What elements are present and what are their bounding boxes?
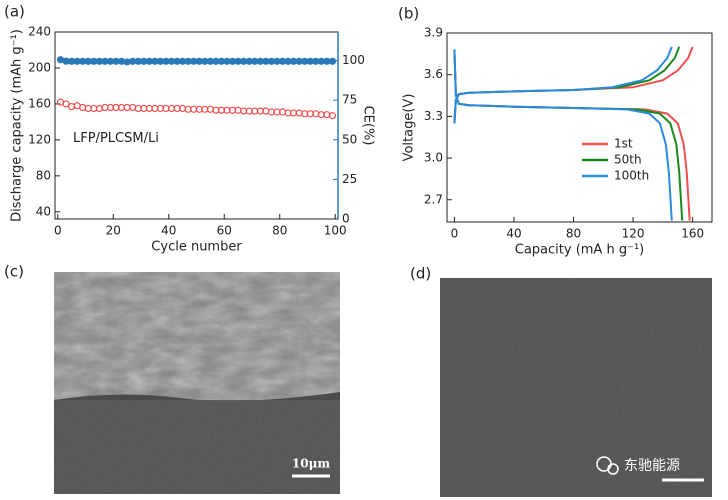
panel-label: (a) [4,3,25,21]
legend-label: 1st [614,137,633,151]
panel-label: (d) [410,265,431,283]
y-tick-label: 160 [28,96,51,110]
y2-tick-label: 75 [342,93,357,107]
data-point [328,112,337,120]
y-tick-label: 120 [28,132,51,146]
watermark: 东驰能源 [624,458,680,474]
x-axis-label: Capacity (mA h g⁻¹) [515,243,644,258]
x-tick-label: 120 [622,227,645,241]
x-tick-label: 80 [566,227,581,241]
surface-tone [54,272,340,400]
y-tick-label: 240 [28,25,51,39]
x-tick-label: 100 [324,224,347,238]
y-tick-label: 3.6 [424,67,443,81]
x-tick-label: 0 [54,224,62,238]
y-tick-label: 3.3 [424,109,443,123]
legend-label: 100th [614,169,649,183]
panel-label: (c) [4,263,24,281]
x-tick-label: 40 [161,224,176,238]
sem-image-d: 东驰能源 [440,278,712,497]
panel-label: (b) [398,5,419,23]
scale-bar-label: 10μm [292,457,330,471]
sem-image-c: 10μm [54,272,340,494]
x-tick-label: 60 [217,224,232,238]
data-point [62,100,70,108]
x-tick-label: 160 [681,227,704,241]
y-axis-label: Discharge capacity (mAh g⁻¹) [10,29,25,222]
y-tick-label: 3.0 [424,151,443,165]
cross-section-texture [54,400,340,494]
y2-tick-label: 100 [342,53,365,67]
x-tick-label: 20 [106,224,121,238]
x-tick-label: 0 [451,227,459,241]
plot-frame [446,32,713,223]
y2-tick-label: 25 [342,172,357,186]
surface-texture [54,272,340,400]
x-tick-label: 80 [272,224,287,238]
x-tick-label: 40 [506,227,521,241]
legend-label: 50th [614,153,642,167]
data-point [328,57,337,65]
y-tick-label: 2.7 [424,192,443,206]
y2-tick-label: 50 [342,132,357,146]
y-tick-label: 200 [28,60,51,74]
series-line [453,46,684,221]
y-tick-label: 80 [36,168,51,182]
series-line [453,46,694,221]
y2-tick-label: 0 [342,212,350,226]
y-tick-label: 3.9 [424,26,443,40]
image-texture [440,278,712,497]
x-axis-label: Cycle number [151,240,242,255]
wechat-icon [607,463,619,475]
y2-axis-label: CE(%) [361,106,376,146]
annotation: LFP/PLCSM/Li [73,131,159,146]
y-axis-label: Voltage(V) [402,94,417,162]
series-line [453,46,673,221]
y-tick-label: 40 [36,204,51,218]
